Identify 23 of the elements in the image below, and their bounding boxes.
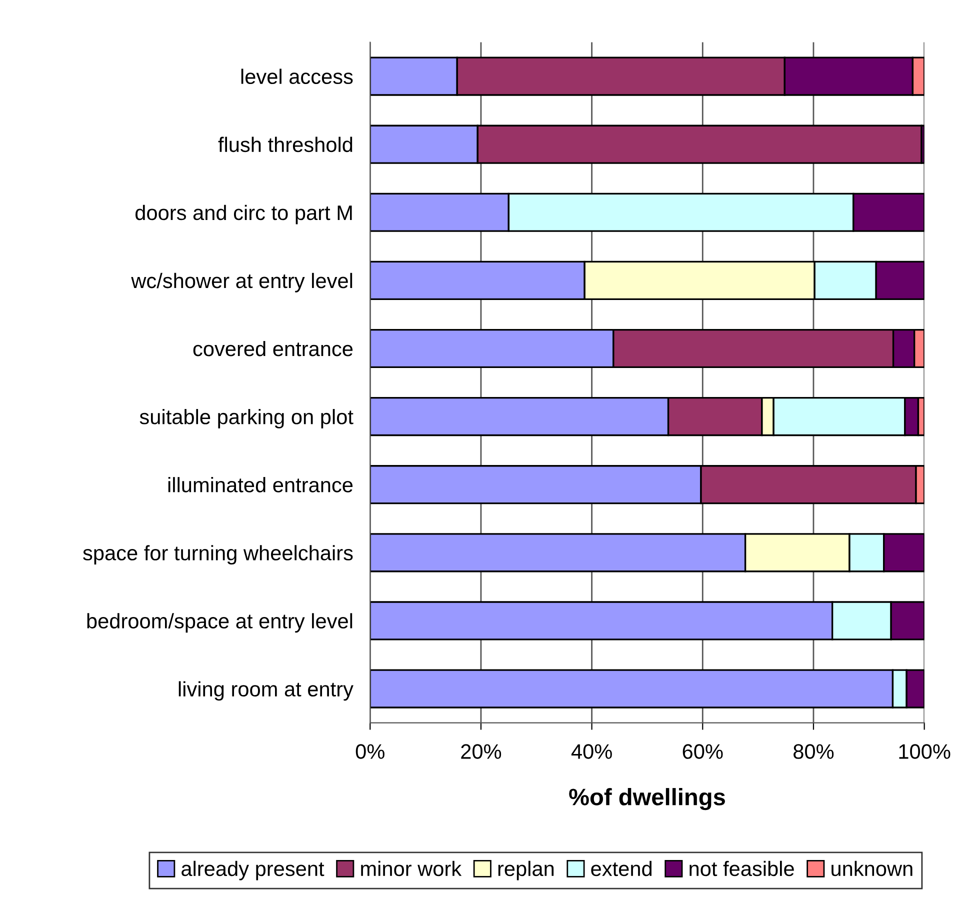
legend-label: replan [498,860,554,880]
y-tick-label: bedroom/space at entry level [87,613,352,633]
legend-label: extend [591,860,652,876]
y-tick-label: level access [241,68,353,84]
x-tick-label: 0% [356,744,384,759]
x-tick-label: 80% [794,744,834,759]
x-tick-label: 100% [899,744,950,759]
x-axis-title: %of dwellings [569,788,725,810]
y-tick-label: illuminated entrance [168,477,353,492]
y-tick-label: covered entrance [193,340,353,356]
x-tick-label: 20% [461,744,502,759]
x-tick-label: 60% [682,744,723,759]
y-tick-label: living room at entry [178,681,354,701]
y-tick-label: suitable parking on plot [140,409,354,428]
y-tick-label: doors and circ to part M [136,204,352,224]
y-tick-label: space for turning wheelchairs [83,545,353,565]
legend-label: minor work [361,860,462,876]
y-tick-label: wc/shower at entry level [131,272,352,292]
x-tick-label: 40% [571,744,612,759]
legend-label: not feasible [690,860,794,876]
y-tick-label: flush threshold [218,136,352,152]
legend-label: already present [182,860,324,880]
legend-label: unknown [832,860,912,876]
